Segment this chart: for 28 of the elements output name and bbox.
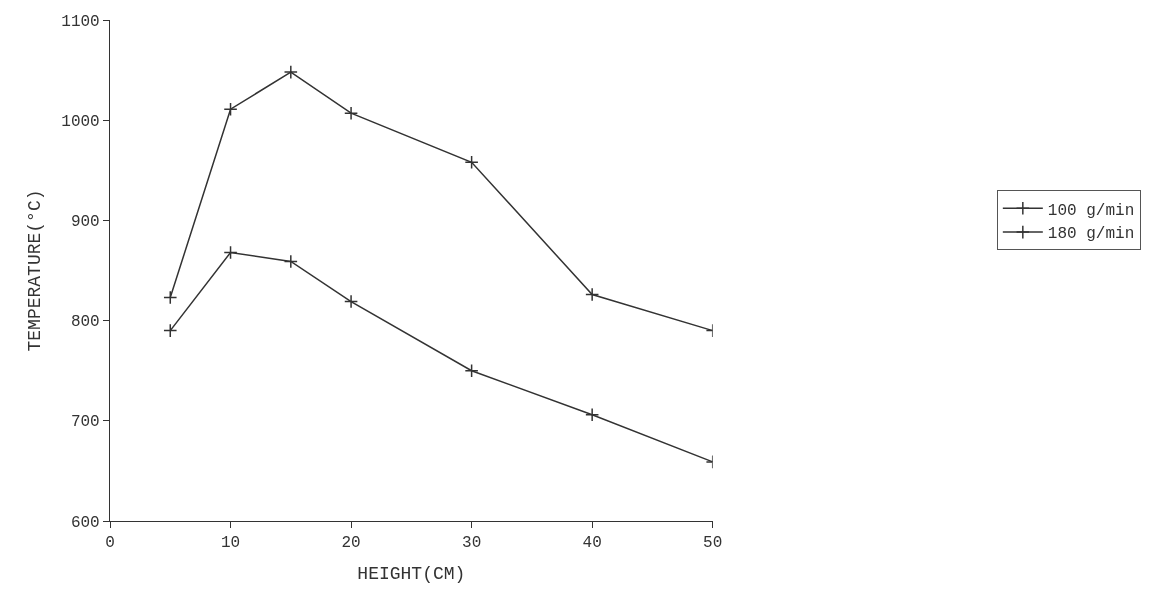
x-tick-label: 40 xyxy=(582,534,602,553)
point xyxy=(163,290,178,305)
y-tick-label: 1000 xyxy=(61,112,100,131)
point xyxy=(223,102,238,117)
y-tick-label: 1100 xyxy=(61,12,100,31)
point xyxy=(344,106,359,121)
point xyxy=(223,245,238,260)
y-tick-label: 700 xyxy=(70,413,100,432)
point xyxy=(464,363,479,378)
legend-label: 180 g/min xyxy=(1047,225,1135,244)
x-tick-label: 20 xyxy=(341,534,361,553)
y-tick-label: 800 xyxy=(70,313,100,332)
legend-label: 100 g/min xyxy=(1047,201,1135,220)
point xyxy=(464,155,479,170)
point xyxy=(283,254,298,269)
x-tick-label: 50 xyxy=(703,534,723,553)
point xyxy=(163,323,178,338)
y-tick-label: 600 xyxy=(70,513,100,532)
x-axis-title: HEIGHT(CM) xyxy=(357,564,466,585)
y-axis-title: TEMPERATURE(°C) xyxy=(25,189,46,352)
y-tick-label: 900 xyxy=(70,213,100,231)
point xyxy=(585,407,600,422)
point xyxy=(585,287,600,302)
point xyxy=(344,294,359,309)
x-tick-label: 0 xyxy=(105,534,115,553)
x-tick-label: 10 xyxy=(220,534,241,553)
point xyxy=(283,65,298,80)
x-tick-label: 30 xyxy=(462,534,482,553)
